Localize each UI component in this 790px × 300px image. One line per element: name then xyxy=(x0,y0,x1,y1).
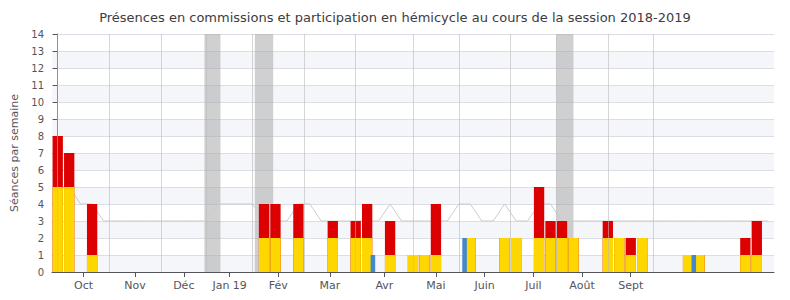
svg-text:5: 5 xyxy=(38,182,44,193)
svg-text:Oct: Oct xyxy=(74,279,94,292)
svg-text:3: 3 xyxy=(38,216,44,227)
svg-text:Présences en commissions et pa: Présences en commissions et participatio… xyxy=(99,10,691,25)
svg-text:Mar: Mar xyxy=(320,279,341,292)
svg-text:2: 2 xyxy=(38,233,44,244)
svg-text:0: 0 xyxy=(38,267,44,278)
svg-text:13: 13 xyxy=(31,46,44,57)
svg-text:9: 9 xyxy=(38,114,44,125)
svg-text:Sept: Sept xyxy=(618,279,644,292)
svg-text:Séances par semaine: Séances par semaine xyxy=(8,94,21,212)
svg-text:8: 8 xyxy=(38,131,44,142)
svg-text:Déc: Déc xyxy=(173,279,194,292)
svg-text:4: 4 xyxy=(38,199,44,210)
svg-text:14: 14 xyxy=(31,29,44,40)
svg-text:Fév: Fév xyxy=(269,279,288,292)
svg-text:12: 12 xyxy=(31,63,44,74)
svg-text:Juin: Juin xyxy=(474,279,495,292)
svg-text:7: 7 xyxy=(38,148,44,159)
svg-text:Août: Août xyxy=(569,279,595,292)
svg-text:Jan 19: Jan 19 xyxy=(211,279,246,292)
svg-text:Juil: Juil xyxy=(524,279,541,292)
svg-text:Mai: Mai xyxy=(426,279,445,292)
svg-text:10: 10 xyxy=(31,97,44,108)
svg-text:Avr: Avr xyxy=(375,279,393,292)
svg-text:Nov: Nov xyxy=(124,279,146,292)
svg-text:1: 1 xyxy=(38,250,44,261)
svg-text:6: 6 xyxy=(38,165,44,176)
svg-text:11: 11 xyxy=(31,80,44,91)
